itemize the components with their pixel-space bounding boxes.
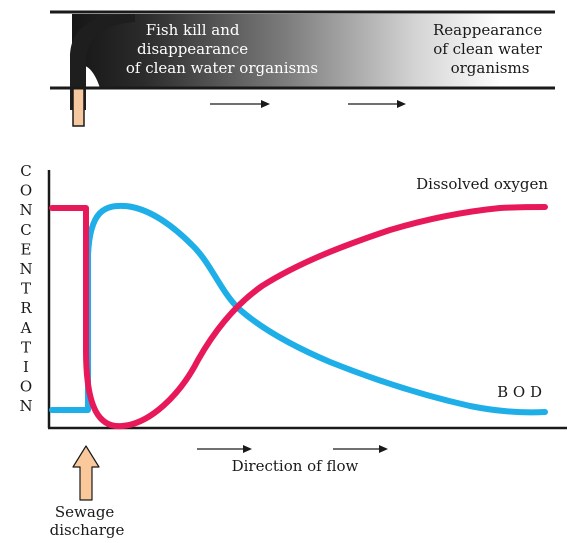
sewage-pipe bbox=[72, 87, 85, 127]
y-axis-letter: N bbox=[19, 260, 32, 278]
dissolved-oxygen-curve bbox=[49, 204, 548, 430]
bod-curve bbox=[49, 202, 548, 416]
direction-of-flow-label: Direction of flow bbox=[232, 457, 359, 475]
y-axis-letter: E bbox=[21, 240, 32, 258]
outfall-plume bbox=[70, 14, 135, 110]
y-axis-letter: N bbox=[19, 397, 32, 415]
river-section: Fish kill and disappearance of clean wat… bbox=[50, 10, 555, 127]
y-axis-letter: O bbox=[20, 378, 32, 396]
direction-flow-arrow bbox=[197, 445, 252, 453]
sewage-discharge-label: Sewage discharge bbox=[50, 503, 125, 539]
river-flow-arrow bbox=[210, 100, 270, 108]
river-flow-arrow bbox=[348, 100, 406, 108]
y-axis-letter: C bbox=[20, 162, 31, 180]
reappearance-label: Reappearance of clean water organisms bbox=[433, 21, 547, 77]
y-axis-letter: T bbox=[21, 338, 31, 356]
y-axis-letter: C bbox=[20, 221, 31, 239]
y-axis-letter: I bbox=[23, 358, 29, 376]
fish-kill-label: Fish kill and disappearance of clean wat… bbox=[126, 21, 318, 77]
direction-flow-arrow bbox=[333, 445, 388, 453]
y-axis-letter: A bbox=[20, 319, 32, 337]
y-axis-letter: O bbox=[20, 182, 32, 200]
y-axis-letter: T bbox=[21, 280, 31, 298]
dissolved-oxygen-label: Dissolved oxygen bbox=[416, 175, 548, 193]
y-axis-letter: N bbox=[19, 201, 32, 219]
sewage-discharge-arrow bbox=[72, 445, 100, 501]
bod-label: B O D bbox=[497, 383, 542, 401]
pollution-gradient-band bbox=[72, 14, 550, 110]
y-axis-letter: R bbox=[20, 299, 32, 317]
